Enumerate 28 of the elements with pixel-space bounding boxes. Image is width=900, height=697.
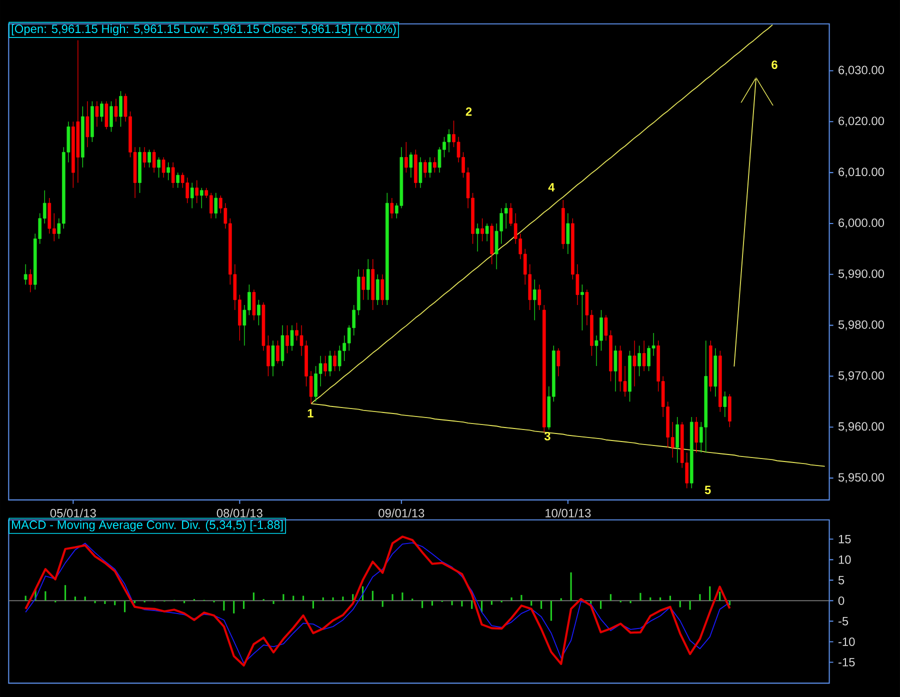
y-tick-label: -15 <box>838 658 855 666</box>
annotation: 3 <box>544 432 550 440</box>
x-tick-label: 09/01/13 <box>378 508 424 518</box>
y-tick-label: 5,950.00 <box>838 473 884 483</box>
annotation: 6 <box>772 60 778 69</box>
y-tick-label: 5,980.00 <box>838 320 884 330</box>
y-tick-label: 6,030.00 <box>838 66 884 76</box>
x-tick-label: 05/01/13 <box>50 508 96 518</box>
annotation: 2 <box>466 107 472 116</box>
y-tick-label: 10 <box>838 555 851 564</box>
x-tick-label: 10/01/13 <box>546 508 591 518</box>
y-tick-label: 0 <box>838 596 844 605</box>
annotation: 5 <box>704 486 711 494</box>
annotation: 4 <box>548 183 555 192</box>
y-tick-label: 6,010.00 <box>838 168 884 178</box>
chart-title: MACD - Moving Average Conv. Div. (5,34,5) [-1.88] <box>12 520 283 532</box>
y-tick-label: 6,000.00 <box>838 218 884 228</box>
y-tick-label: 5,970.00 <box>838 371 884 382</box>
y-tick-label: -5 <box>838 616 848 626</box>
y-tick-label: 15 <box>838 534 851 544</box>
chart-title: [Open: 5,961.15 High: 5,961.15 Low: 5,961.15 Close: 5,961.15] (+0.0%) <box>12 24 396 36</box>
y-tick-label: 5 <box>838 576 844 584</box>
y-tick-label: -10 <box>838 637 855 646</box>
y-tick-label: 6,020.00 <box>838 116 884 127</box>
annotation: 1 <box>308 409 314 418</box>
x-tick-label: 08/01/13 <box>216 508 262 518</box>
y-tick-label: 5,990.00 <box>838 269 884 280</box>
y-tick-label: 5,960.00 <box>838 422 884 432</box>
